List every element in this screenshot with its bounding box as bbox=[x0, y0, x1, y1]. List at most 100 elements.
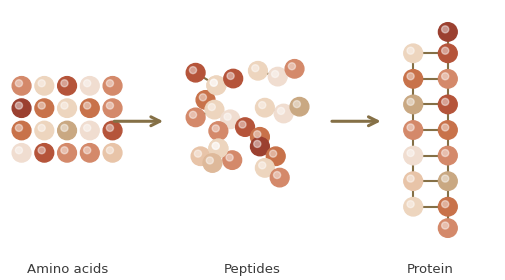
Circle shape bbox=[270, 168, 289, 187]
Circle shape bbox=[210, 79, 217, 86]
Circle shape bbox=[61, 124, 68, 131]
Circle shape bbox=[35, 99, 54, 117]
Circle shape bbox=[438, 23, 457, 41]
Circle shape bbox=[38, 124, 45, 131]
Circle shape bbox=[61, 102, 68, 109]
Circle shape bbox=[438, 121, 457, 139]
Circle shape bbox=[196, 91, 215, 109]
Circle shape bbox=[80, 77, 99, 95]
Circle shape bbox=[250, 128, 269, 146]
Circle shape bbox=[58, 121, 76, 140]
Circle shape bbox=[438, 44, 457, 62]
Circle shape bbox=[248, 62, 267, 80]
Circle shape bbox=[15, 102, 23, 109]
Circle shape bbox=[259, 162, 266, 169]
Circle shape bbox=[270, 150, 277, 157]
Circle shape bbox=[404, 44, 423, 62]
Circle shape bbox=[84, 147, 91, 154]
Circle shape bbox=[15, 147, 23, 154]
Circle shape bbox=[438, 70, 457, 88]
Circle shape bbox=[12, 121, 31, 140]
Circle shape bbox=[407, 201, 414, 208]
Circle shape bbox=[224, 69, 242, 88]
Circle shape bbox=[107, 102, 114, 109]
Circle shape bbox=[404, 121, 423, 139]
Circle shape bbox=[290, 97, 309, 116]
Circle shape bbox=[61, 147, 68, 154]
Circle shape bbox=[256, 159, 274, 177]
Circle shape bbox=[256, 99, 274, 117]
Circle shape bbox=[58, 77, 76, 95]
Circle shape bbox=[103, 77, 122, 95]
Circle shape bbox=[442, 150, 449, 157]
Circle shape bbox=[206, 157, 214, 164]
Circle shape bbox=[293, 101, 300, 108]
Circle shape bbox=[224, 113, 231, 120]
Circle shape bbox=[259, 102, 266, 109]
Circle shape bbox=[407, 175, 414, 182]
Circle shape bbox=[15, 124, 23, 131]
Circle shape bbox=[227, 73, 234, 80]
Circle shape bbox=[236, 118, 255, 136]
Circle shape bbox=[272, 71, 279, 78]
Circle shape bbox=[107, 80, 114, 87]
Circle shape bbox=[103, 121, 122, 140]
Circle shape bbox=[103, 99, 122, 117]
Circle shape bbox=[442, 124, 449, 131]
Circle shape bbox=[404, 146, 423, 165]
Circle shape bbox=[12, 144, 31, 162]
Circle shape bbox=[189, 111, 196, 118]
Text: Peptides: Peptides bbox=[224, 263, 281, 276]
Circle shape bbox=[84, 124, 91, 131]
Circle shape bbox=[84, 80, 91, 87]
Circle shape bbox=[194, 150, 201, 157]
Circle shape bbox=[226, 154, 233, 161]
Circle shape bbox=[438, 95, 457, 114]
Circle shape bbox=[254, 131, 261, 138]
Circle shape bbox=[38, 147, 45, 154]
Circle shape bbox=[404, 95, 423, 114]
Circle shape bbox=[251, 65, 259, 72]
Circle shape bbox=[107, 124, 114, 131]
Circle shape bbox=[407, 47, 414, 54]
Circle shape bbox=[12, 99, 31, 117]
Circle shape bbox=[442, 98, 449, 105]
Circle shape bbox=[84, 102, 91, 109]
Circle shape bbox=[209, 139, 228, 158]
Circle shape bbox=[239, 121, 246, 128]
Circle shape bbox=[266, 147, 285, 165]
Circle shape bbox=[407, 124, 414, 131]
Circle shape bbox=[15, 80, 23, 87]
Circle shape bbox=[38, 80, 45, 87]
Circle shape bbox=[285, 60, 304, 78]
Circle shape bbox=[442, 201, 449, 208]
Circle shape bbox=[438, 146, 457, 165]
Circle shape bbox=[186, 108, 205, 127]
Circle shape bbox=[223, 151, 241, 169]
Circle shape bbox=[288, 63, 295, 70]
Circle shape bbox=[210, 79, 217, 86]
Circle shape bbox=[221, 110, 240, 129]
Circle shape bbox=[212, 142, 219, 150]
Circle shape bbox=[438, 219, 457, 237]
Circle shape bbox=[407, 150, 414, 157]
Circle shape bbox=[209, 139, 228, 158]
Circle shape bbox=[442, 73, 449, 80]
Circle shape bbox=[442, 175, 449, 182]
Circle shape bbox=[254, 141, 261, 148]
Circle shape bbox=[277, 108, 285, 115]
Text: Protein: Protein bbox=[407, 263, 453, 276]
Circle shape bbox=[407, 98, 414, 105]
Circle shape bbox=[103, 144, 122, 162]
Circle shape bbox=[404, 197, 423, 216]
Circle shape bbox=[189, 67, 196, 74]
Circle shape bbox=[407, 73, 414, 80]
Circle shape bbox=[404, 172, 423, 190]
Circle shape bbox=[186, 64, 205, 82]
Circle shape bbox=[274, 172, 281, 179]
Circle shape bbox=[212, 125, 219, 132]
Circle shape bbox=[35, 144, 54, 162]
Circle shape bbox=[38, 102, 45, 109]
Circle shape bbox=[35, 77, 54, 95]
Circle shape bbox=[438, 172, 457, 190]
